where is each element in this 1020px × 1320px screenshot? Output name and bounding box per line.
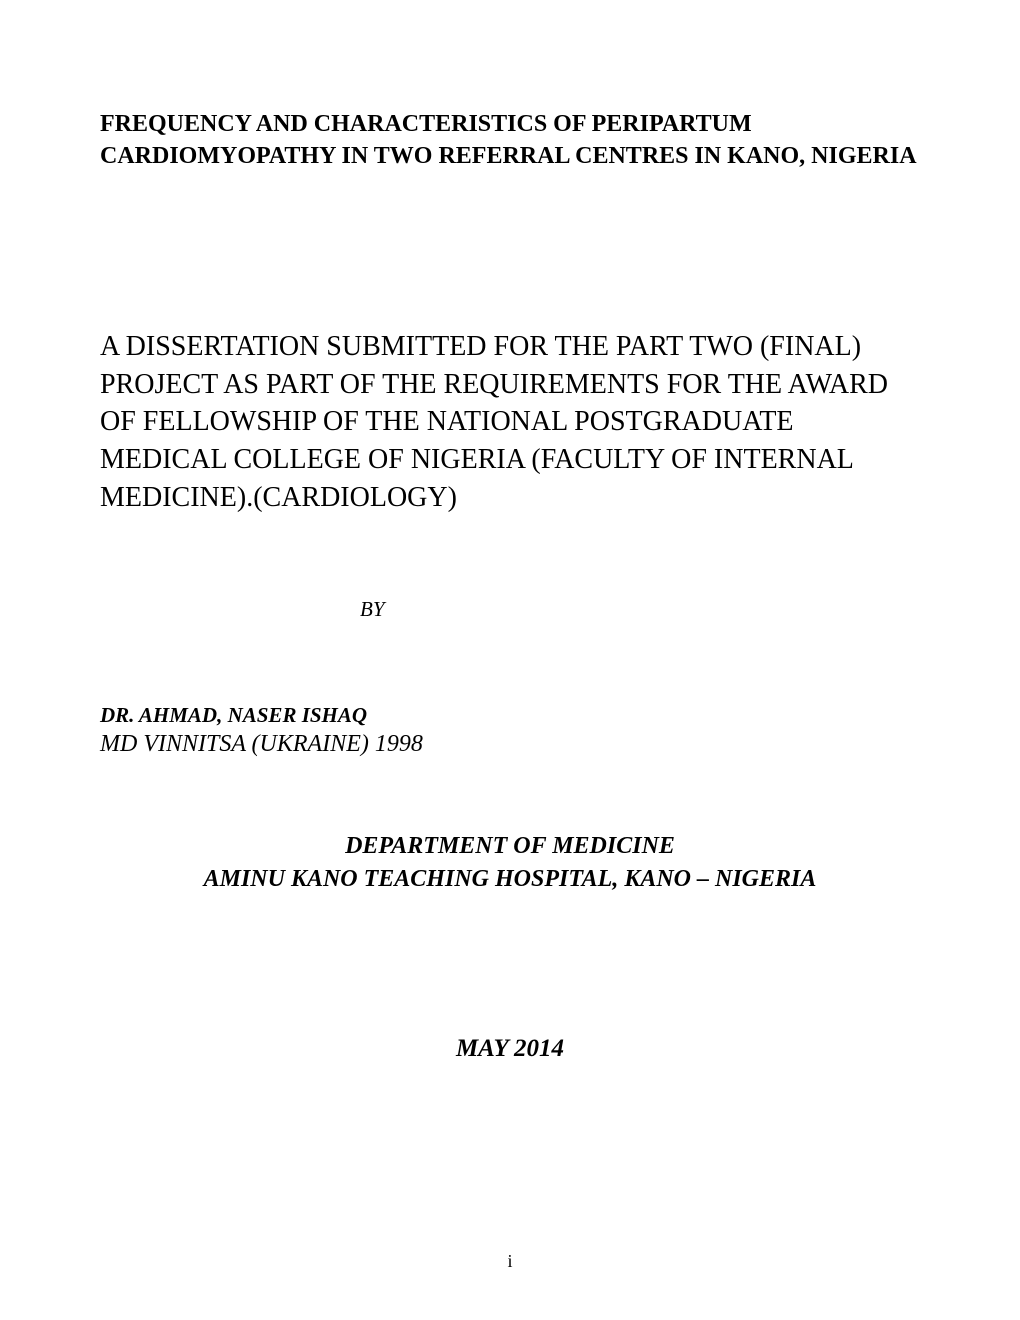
document-date: MAY 2014 <box>100 1035 920 1063</box>
document-title: FREQUENCY AND CHARACTERISTICS OF PERIPAR… <box>100 108 920 173</box>
author-degree: MD VINNITSA (UKRAINE) 1998 <box>100 729 920 760</box>
page-number: i <box>0 1251 1020 1272</box>
department-line-1: DEPARTMENT OF MEDICINE <box>100 830 920 862</box>
department-line-2: AMINU KANO TEACHING HOSPITAL, KANO – NIG… <box>100 863 920 895</box>
dissertation-statement: A DISSERTATION SUBMITTED FOR THE PART TW… <box>100 328 920 517</box>
author-name: DR. AHMAD, NASER ISHAQ <box>100 702 920 729</box>
author-block: DR. AHMAD, NASER ISHAQ MD VINNITSA (UKRA… <box>100 702 920 760</box>
department-block: DEPARTMENT OF MEDICINE AMINU KANO TEACHI… <box>100 830 920 895</box>
by-label: BY <box>100 597 920 622</box>
